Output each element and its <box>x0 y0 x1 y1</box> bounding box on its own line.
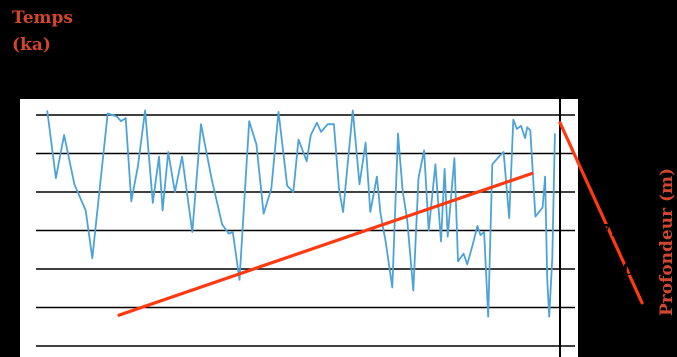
overlay-line-1 <box>117 171 534 317</box>
overlay-lines <box>117 121 644 317</box>
x-tick-labels: 800 600 400 200 0 <box>132 13 566 33</box>
y-axis-title: Profondeur (m) <box>657 168 677 316</box>
y-tick-label-50: 50 <box>599 183 623 203</box>
y-tick-label-25: 25 <box>599 145 623 165</box>
y-tick-label-0: 0 <box>599 106 611 126</box>
y-tick-label-125: 125 <box>599 299 635 319</box>
x-tick-label-0: 0 <box>554 13 566 33</box>
gridlines <box>36 114 575 347</box>
overlay-line-2 <box>558 121 644 305</box>
x-tick-label-200: 200 <box>440 13 476 33</box>
x-tick-label-800: 800 <box>132 13 168 33</box>
y-tick-label-150: 150 <box>599 337 635 357</box>
y-tick-label-100: 100 <box>599 260 635 280</box>
series-line <box>46 109 556 318</box>
y-tick-label-75: 75 <box>599 222 623 242</box>
y-tick-labels: 0 25 50 75 100 125 150 <box>599 106 635 357</box>
x-axis-title-line-1: Temps <box>12 8 73 28</box>
x-axis-title-line-2: (ka) <box>12 35 51 55</box>
x-tick-label-400: 400 <box>337 13 373 33</box>
x-tick-marks <box>148 42 561 90</box>
x-tick-label-600: 600 <box>235 13 271 33</box>
plot-area <box>20 99 578 357</box>
